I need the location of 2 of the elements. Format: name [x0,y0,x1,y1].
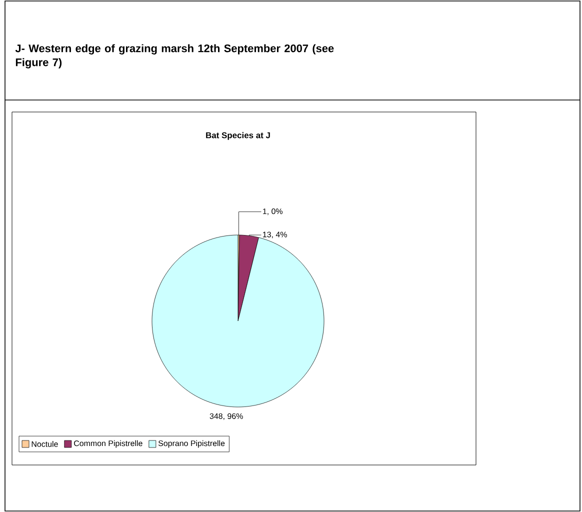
chart-title: Bat Species at J [206,132,270,140]
text: J- Western edge of grazing marsh 12th September 2007 (see Figure 7) [15,44,334,68]
